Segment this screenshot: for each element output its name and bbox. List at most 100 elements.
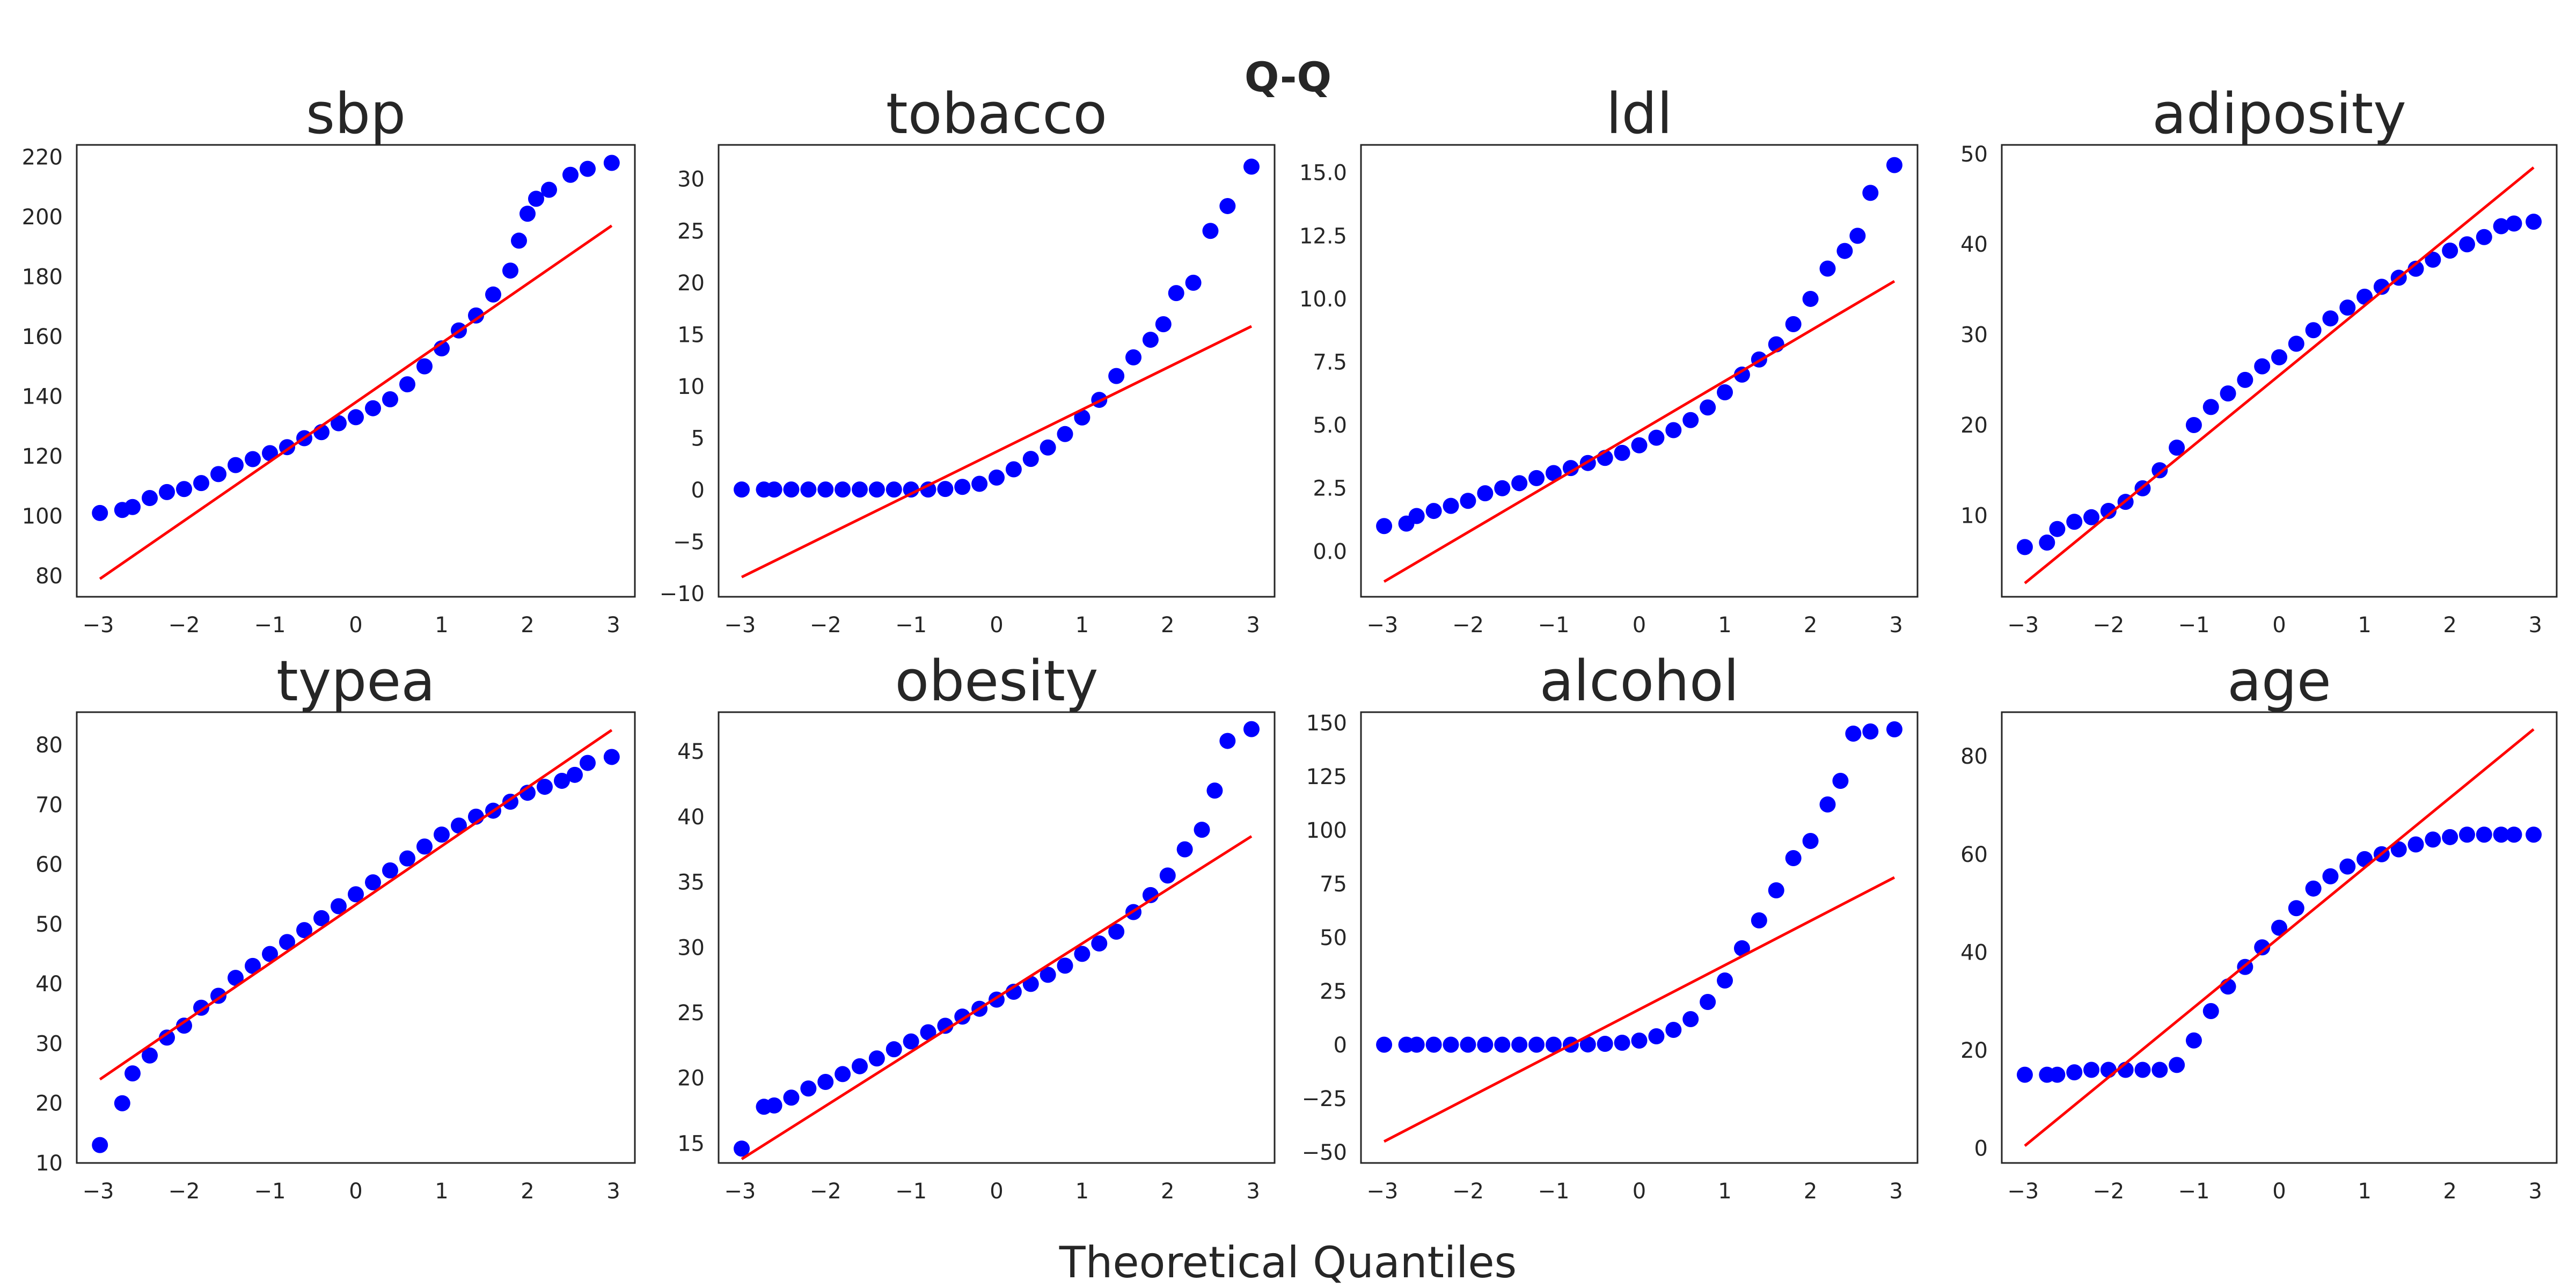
y-tick-label: 50 <box>35 912 63 937</box>
data-point <box>1528 470 1545 486</box>
fit-line <box>99 224 613 580</box>
data-point <box>2288 335 2304 352</box>
data-point <box>125 499 141 515</box>
data-point <box>1768 882 1784 898</box>
axes-frame <box>76 144 636 598</box>
data-point <box>382 862 398 879</box>
x-tick-label: 1 <box>1075 1179 1089 1204</box>
data-point <box>1460 493 1476 509</box>
y-tick-label: 30 <box>1960 323 1988 348</box>
data-point <box>541 181 557 198</box>
data-point <box>2526 826 2542 843</box>
data-point <box>2185 1032 2202 1049</box>
x-tick-label: 2 <box>1161 613 1174 638</box>
data-point <box>2288 900 2304 917</box>
data-point <box>2476 229 2492 245</box>
data-point <box>1443 1036 1459 1053</box>
data-point <box>920 481 936 498</box>
y-tick-label: 25 <box>677 219 705 244</box>
data-point <box>2083 1062 2100 1078</box>
data-point <box>1614 1035 1630 1051</box>
data-point <box>1194 822 1210 838</box>
data-point <box>485 286 501 303</box>
data-point <box>1408 1036 1425 1053</box>
y-tick-label: 0 <box>691 478 705 503</box>
data-point <box>1202 223 1219 239</box>
data-point <box>1022 451 1039 467</box>
data-point <box>2254 939 2271 956</box>
subplot-age: age −3 −2 −1 0 1 2 3 0 20 40 60 80 <box>1960 648 2558 1204</box>
data-point <box>2016 1066 2033 1083</box>
data-point <box>2305 322 2322 339</box>
data-point <box>2083 509 2100 525</box>
data-point <box>989 469 1005 486</box>
axes-frame <box>718 711 1276 1164</box>
data-point <box>1665 422 1682 438</box>
data-point <box>2442 243 2458 259</box>
data-point <box>851 1058 868 1074</box>
data-point <box>937 481 954 497</box>
data-point <box>920 1024 936 1041</box>
data-point <box>331 415 347 431</box>
y-tick-label: 180 <box>22 265 63 289</box>
x-tick-label: 3 <box>1246 613 1260 638</box>
data-point <box>1074 946 1091 962</box>
plot-area <box>734 721 1260 1160</box>
data-point <box>567 766 583 783</box>
figure-title: Q-Q <box>1245 53 1331 101</box>
x-tick-label: 1 <box>2358 613 2371 638</box>
fit-line <box>99 729 613 1081</box>
data-point <box>868 1050 885 1067</box>
data-point <box>365 874 381 891</box>
y-tick-label: 20 <box>1960 413 1988 438</box>
data-point <box>1648 429 1665 446</box>
x-tick-label: −3 <box>83 613 114 638</box>
data-point <box>1108 924 1125 940</box>
data-point <box>971 475 988 492</box>
data-point <box>766 481 782 498</box>
data-point <box>1802 833 1819 849</box>
x-tick-label: −1 <box>2178 1179 2209 1204</box>
data-point <box>2493 218 2509 235</box>
y-tick-label: −25 <box>1302 1087 1347 1111</box>
data-point <box>92 504 108 521</box>
data-point <box>159 484 175 500</box>
x-tick-label: −2 <box>1452 1179 1484 1204</box>
data-point <box>245 451 261 467</box>
data-point <box>800 481 817 498</box>
subplot-alcohol: alcohol −3 −2 −1 0 1 2 3 −50 −25 0 25 50 75 100 125 150 <box>1302 648 1919 1204</box>
x-tick-label: 3 <box>2529 613 2542 638</box>
data-point <box>348 886 364 903</box>
x-tick-label: 3 <box>606 613 620 638</box>
data-point <box>537 779 553 795</box>
plot-area <box>1376 721 1902 1143</box>
y-tick-label: 2.5 <box>1313 477 1347 501</box>
data-point <box>562 166 579 183</box>
data-point <box>2425 831 2441 848</box>
data-point <box>2425 251 2441 268</box>
data-point <box>2373 279 2390 295</box>
data-point <box>1562 460 1579 477</box>
data-point <box>2271 349 2287 365</box>
data-point <box>954 479 971 495</box>
data-point <box>2322 868 2339 884</box>
y-tick-label: 200 <box>22 205 63 230</box>
y-tick-label: 35 <box>677 870 705 895</box>
data-point <box>2202 399 2219 415</box>
data-point <box>1631 1033 1648 1049</box>
x-tick-label: −1 <box>1538 1179 1569 1204</box>
data-point <box>434 826 450 843</box>
fit-line <box>1383 876 1896 1143</box>
data-point <box>580 160 596 177</box>
y-tick-label: 20 <box>35 1092 63 1116</box>
data-point <box>1614 444 1630 461</box>
x-tick-label: 0 <box>990 1179 1003 1204</box>
y-tick-label: 60 <box>1960 843 1988 867</box>
x-tick-label: 2 <box>1804 1179 1817 1204</box>
y-tick-label: 40 <box>35 972 63 997</box>
fit-line <box>741 325 1253 579</box>
axes-frame <box>2001 144 2558 598</box>
data-point <box>1717 972 1733 989</box>
